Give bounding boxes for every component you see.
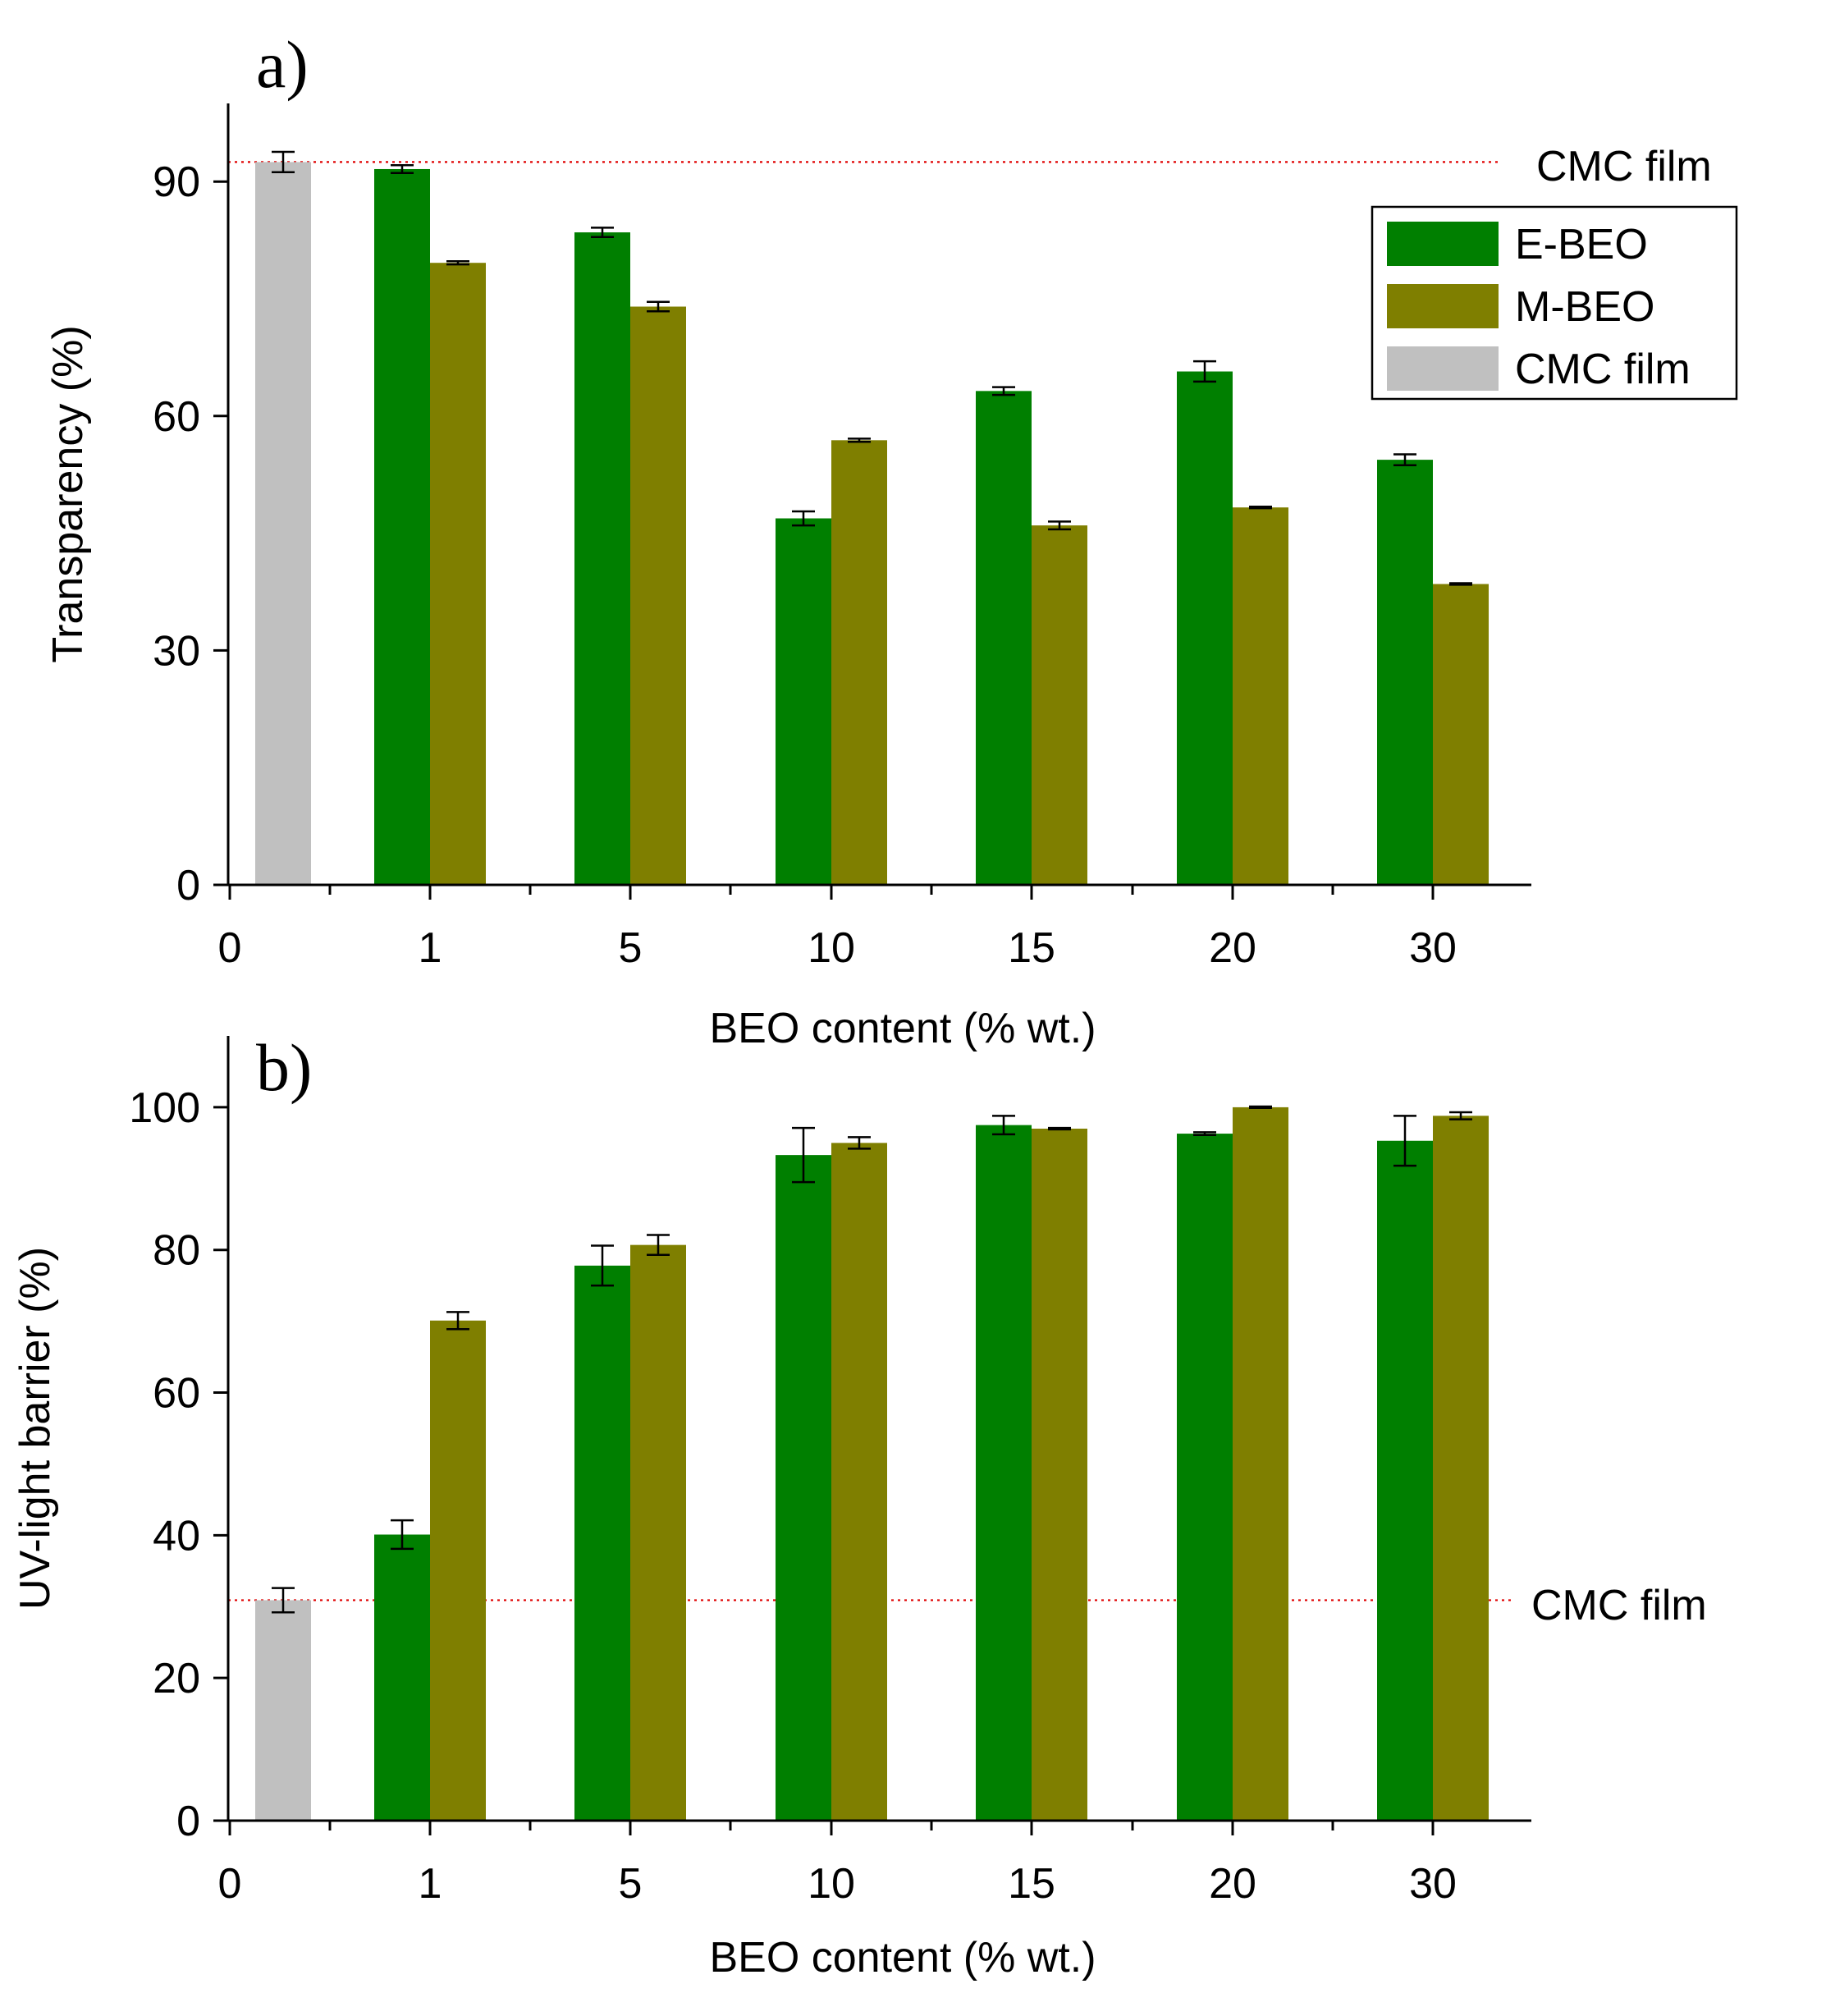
error-bar (1449, 1111, 1472, 1120)
error-bar (992, 386, 1015, 396)
legend-label: M-BEO (1515, 283, 1654, 331)
reference-line-label: CMC film (1536, 143, 1712, 190)
y-tick-label: 0 (176, 1798, 200, 1845)
error-bar (1193, 1131, 1216, 1137)
bar-m-beo-10 (831, 440, 887, 885)
y-axis-title: Transparency (%) (44, 325, 92, 662)
bar-m-beo-30 (1433, 1116, 1489, 1821)
bar-m-beo-30 (1433, 584, 1489, 885)
legend-swatch (1387, 222, 1499, 266)
bar-e-beo-10 (776, 518, 831, 885)
error-bar (446, 260, 469, 266)
bar-m-beo-15 (1032, 525, 1087, 885)
bar-e-beo-10 (776, 1155, 831, 1821)
x-tick-label: 10 (808, 924, 855, 972)
bar-e-beo-5 (574, 232, 630, 886)
error-bar (272, 150, 295, 174)
error-bar (848, 438, 871, 443)
y-tick-label: 100 (129, 1084, 200, 1132)
bar-m-beo-5 (630, 306, 686, 885)
x-tick-label: 15 (1008, 924, 1055, 972)
x-tick-label: 20 (1209, 1860, 1256, 1908)
error-bar (391, 1519, 414, 1551)
y-tick-label: 0 (176, 862, 200, 909)
legend-label: E-BEO (1515, 221, 1648, 268)
error-bar (446, 1311, 469, 1331)
x-tick-label: 30 (1409, 1860, 1457, 1908)
y-tick-label: 60 (153, 393, 200, 441)
panel-label: b) (256, 1030, 312, 1105)
bar-e-beo-15 (976, 1125, 1032, 1821)
x-tick-label: 1 (419, 1860, 442, 1908)
error-bar (792, 1126, 815, 1184)
y-tick-label: 20 (153, 1655, 200, 1702)
bar-e-beo-1 (374, 1534, 430, 1821)
legend-swatch (1387, 346, 1499, 391)
x-axis-title: BEO content (% wt.) (709, 1005, 1096, 1052)
error-bar (992, 1115, 1015, 1136)
error-bar (1393, 1115, 1416, 1167)
y-tick-label: 90 (153, 158, 200, 206)
error-bar (647, 1234, 670, 1257)
bar-e-beo-30 (1377, 1140, 1433, 1821)
x-tick-label: 0 (218, 924, 242, 972)
reference-line-label: CMC film (1531, 1582, 1707, 1629)
bar-m-beo-5 (630, 1244, 686, 1821)
error-bar (1249, 1105, 1272, 1110)
y-tick-label: 40 (153, 1512, 200, 1560)
bar-m-beo-1 (430, 1320, 486, 1821)
bar-m-beo-20 (1233, 1107, 1288, 1821)
bar-e-beo-20 (1177, 1134, 1233, 1821)
x-tick-label: 5 (619, 924, 643, 972)
error-bar (1393, 453, 1416, 467)
error-bar (1048, 520, 1071, 531)
error-bar (591, 227, 614, 239)
error-bar (391, 163, 414, 174)
y-axis-title: UV-light barrier (%) (11, 1247, 59, 1610)
legend-label: CMC film (1515, 346, 1691, 393)
error-bar (272, 1587, 295, 1614)
bar-cmc-film-0 (255, 1600, 311, 1821)
legend-swatch (1387, 284, 1499, 328)
error-bar (647, 300, 670, 313)
error-bar (1193, 360, 1216, 383)
error-bar (591, 1244, 614, 1287)
bar-m-beo-15 (1032, 1128, 1087, 1821)
bar-m-beo-1 (430, 263, 486, 885)
bar-m-beo-20 (1233, 507, 1288, 885)
panel-label: a) (256, 27, 309, 102)
error-bar (848, 1136, 871, 1150)
x-tick-label: 0 (218, 1860, 242, 1908)
bar-e-beo-30 (1377, 460, 1433, 885)
x-axis-title: BEO content (% wt.) (709, 1934, 1096, 1982)
x-tick-label: 20 (1209, 924, 1256, 972)
x-tick-label: 30 (1409, 924, 1457, 972)
error-bar (792, 510, 815, 527)
error-bar (1249, 505, 1272, 510)
x-tick-label: 15 (1008, 1860, 1055, 1908)
legend: E-BEO M-BEO CMC film (1371, 205, 1738, 401)
bar-e-beo-1 (374, 168, 430, 885)
x-tick-label: 10 (808, 1860, 855, 1908)
y-tick-label: 30 (153, 627, 200, 675)
y-tick-label: 60 (153, 1370, 200, 1418)
bar-e-beo-20 (1177, 371, 1233, 885)
x-tick-label: 5 (619, 1860, 643, 1908)
y-tick-label: 80 (153, 1227, 200, 1275)
x-tick-label: 1 (419, 924, 442, 972)
error-bar (1449, 582, 1472, 586)
bar-e-beo-15 (976, 391, 1032, 885)
bar-e-beo-5 (574, 1265, 630, 1821)
bar-cmc-film-0 (255, 162, 311, 885)
bar-m-beo-10 (831, 1143, 887, 1821)
error-bar (1048, 1126, 1071, 1131)
